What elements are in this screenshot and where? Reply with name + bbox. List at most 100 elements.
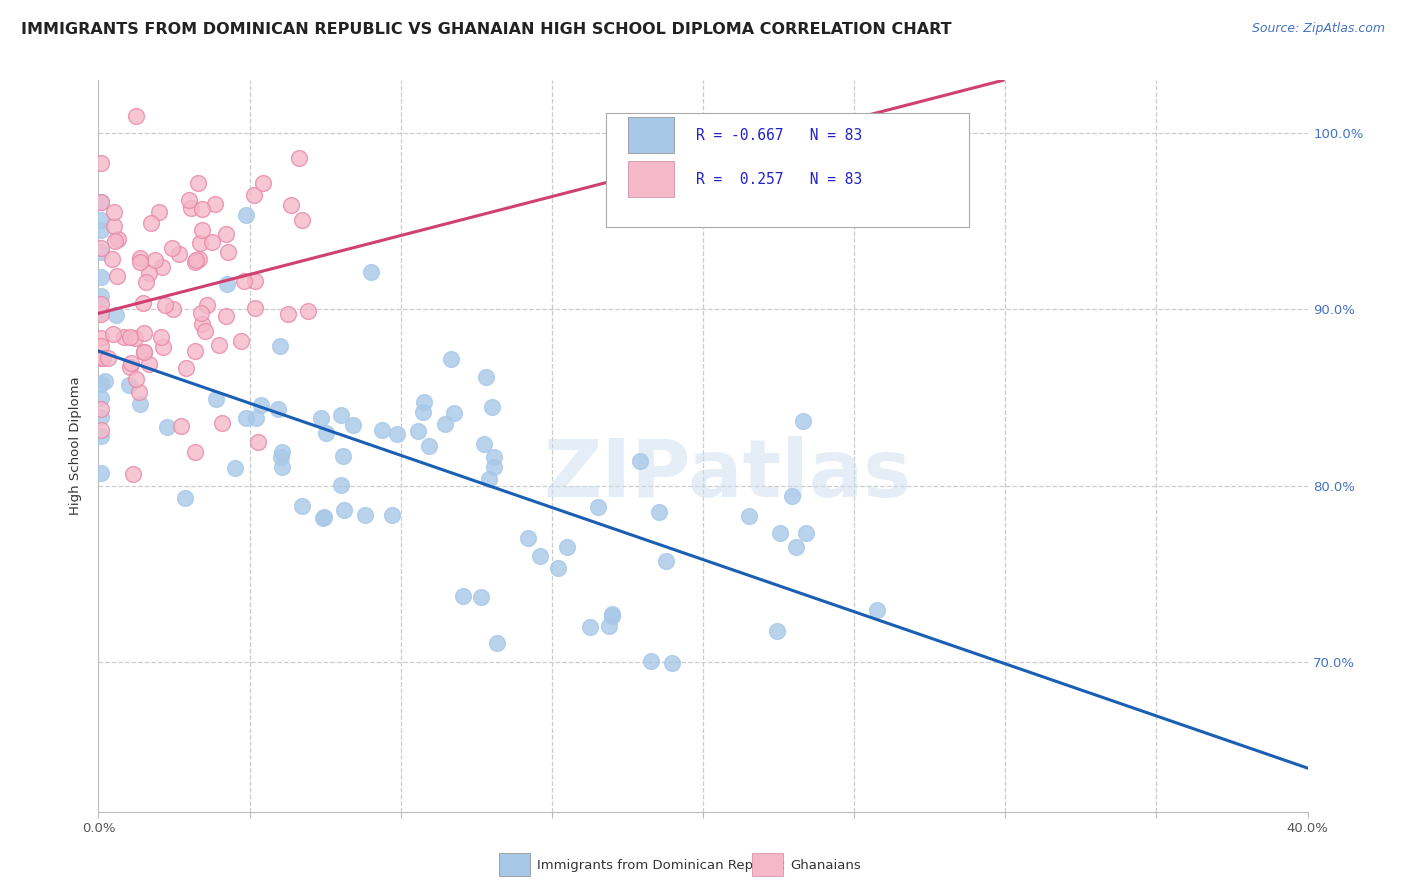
Point [90, 223, 112, 237]
Point [418, 439, 440, 453]
Text: Source: ZipAtlas.com: Source: ZipAtlas.com [1251, 22, 1385, 36]
Point [156, 420, 179, 434]
Point [143, 253, 166, 268]
Point [94, 375, 117, 389]
Point [90, 351, 112, 365]
Point [371, 423, 394, 437]
Point [177, 193, 200, 207]
Text: IMMIGRANTS FROM DOMINICAN REPUBLIC VS GHANAIAN HIGH SCHOOL DIPLOMA CORRELATION C: IMMIGRANTS FROM DOMINICAN REPUBLIC VS GH… [21, 22, 952, 37]
Point [135, 276, 157, 290]
Point [654, 553, 676, 567]
Point [129, 254, 152, 268]
Point [478, 472, 501, 486]
Text: R = -0.667   N = 83: R = -0.667 N = 83 [696, 128, 862, 143]
Point [229, 334, 252, 349]
Point [224, 460, 246, 475]
Point [138, 357, 160, 371]
Point [354, 508, 377, 522]
Point [529, 549, 551, 563]
Point [118, 378, 141, 392]
Point [792, 414, 814, 428]
Point [472, 437, 495, 451]
Point [555, 541, 578, 555]
Point [188, 252, 211, 267]
Text: R =  0.257   N = 83: R = 0.257 N = 83 [696, 172, 862, 186]
Point [769, 526, 792, 541]
Point [90, 194, 112, 209]
Point [188, 235, 211, 250]
Point [243, 301, 266, 315]
Point [233, 274, 256, 288]
Point [250, 398, 273, 412]
Point [129, 397, 152, 411]
Point [215, 310, 238, 324]
Point [122, 467, 145, 481]
Point [738, 508, 761, 523]
Point [150, 260, 173, 274]
Point [486, 636, 509, 650]
Point [413, 394, 436, 409]
Point [90, 401, 112, 416]
Point [184, 253, 207, 268]
Point [174, 360, 197, 375]
Point [243, 187, 266, 202]
Text: Immigrants from Dominican Republic: Immigrants from Dominican Republic [537, 859, 785, 871]
Point [270, 450, 292, 465]
Point [215, 227, 238, 242]
Point [481, 400, 503, 414]
Point [194, 324, 217, 338]
Point [312, 509, 335, 524]
Point [153, 298, 176, 312]
Point [329, 409, 352, 423]
Point [90, 305, 112, 319]
Point [129, 251, 152, 265]
Point [309, 411, 332, 425]
Point [271, 459, 294, 474]
Point [243, 274, 266, 288]
Text: ZIPatlas: ZIPatlas [543, 436, 911, 515]
FancyBboxPatch shape [628, 117, 673, 153]
Point [661, 656, 683, 670]
Point [780, 489, 803, 503]
Point [105, 268, 128, 283]
Point [600, 609, 623, 624]
Point [785, 541, 807, 555]
Point [107, 232, 129, 246]
Point [647, 505, 669, 519]
Text: Ghanaians: Ghanaians [790, 859, 860, 871]
Point [90, 339, 112, 353]
Point [150, 330, 173, 344]
Point [90, 466, 112, 480]
Point [103, 219, 125, 233]
Point [470, 591, 492, 605]
Point [90, 288, 112, 302]
Point [90, 244, 112, 259]
Point [796, 525, 818, 540]
Point [342, 417, 364, 432]
Point [329, 478, 352, 492]
Point [640, 654, 662, 668]
Point [252, 176, 274, 190]
Point [547, 560, 569, 574]
Point [120, 356, 142, 370]
Point [184, 255, 207, 269]
Point [598, 619, 620, 633]
Point [90, 331, 112, 345]
Point [101, 252, 124, 267]
Point [280, 198, 302, 212]
Point [406, 424, 429, 438]
Point [235, 410, 257, 425]
Point [191, 202, 214, 216]
Point [138, 266, 160, 280]
Point [152, 340, 174, 354]
Point [190, 305, 212, 319]
Point [586, 500, 609, 515]
Point [277, 307, 299, 321]
Point [120, 329, 142, 343]
Point [90, 410, 112, 425]
Point [246, 435, 269, 450]
Point [90, 241, 112, 255]
Point [187, 176, 209, 190]
Y-axis label: High School Diploma: High School Diploma [69, 376, 83, 516]
Point [90, 270, 112, 285]
